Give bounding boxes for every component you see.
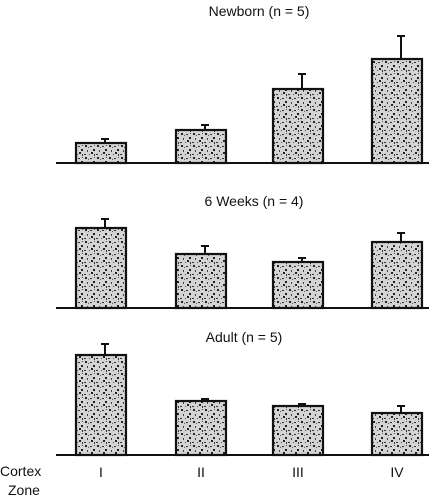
bar-zone-I — [74, 226, 128, 310]
x-axis-caption-line1: Cortex — [0, 463, 41, 479]
bar-zone-III — [271, 87, 325, 165]
panel-6-weeks: 6 Weeks (n = 4) — [56, 193, 429, 310]
x-tick-label: II — [197, 464, 205, 480]
bar-group — [74, 343, 424, 457]
x-axis-caption-line2: Zone — [8, 482, 40, 498]
bar-zone-IV — [370, 57, 424, 165]
panel-title: Adult (n = 5) — [206, 329, 283, 345]
bar-zone-II — [174, 128, 228, 165]
x-tick-label: I — [99, 464, 103, 480]
panel-title: 6 Weeks (n = 4) — [205, 193, 304, 209]
bar-zone-IV — [370, 411, 424, 457]
bar-zone-II — [174, 252, 228, 310]
bar-zone-IV — [370, 240, 424, 310]
bar-zone-III — [271, 404, 325, 457]
bar-zone-III — [271, 260, 325, 310]
x-tick-label: IV — [390, 464, 404, 480]
panel-title: Newborn (n = 5) — [209, 3, 310, 19]
bar-group — [74, 218, 424, 310]
panel-newborn: Newborn (n = 5) — [56, 3, 429, 165]
bar-zone-I — [74, 141, 128, 165]
bar-zone-I — [74, 353, 128, 457]
panel-adult: Adult (n = 5) — [56, 329, 429, 457]
x-tick-label: III — [292, 464, 304, 480]
bar-zone-II — [174, 399, 228, 457]
bar-group — [74, 35, 424, 165]
